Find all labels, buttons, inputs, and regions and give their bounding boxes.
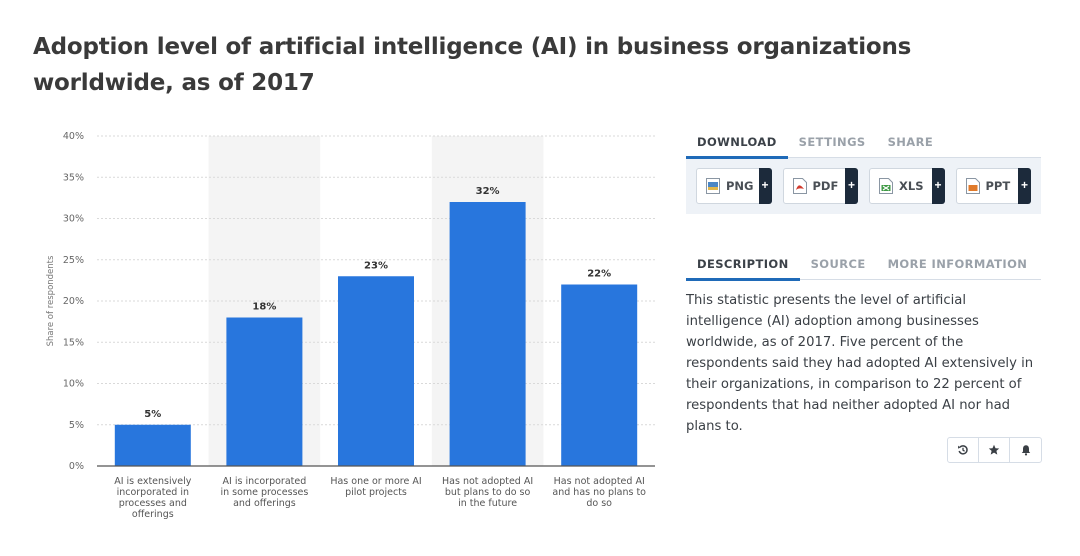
x-tick-label: Has not adopted AI [442, 476, 533, 487]
x-tick-label: do so [586, 498, 612, 509]
history-button[interactable] [948, 438, 979, 462]
tab-download[interactable]: DOWNLOAD [686, 128, 788, 159]
bar [561, 284, 638, 466]
page-title: Adoption level of artificial intelligenc… [33, 34, 912, 96]
y-tick-label: 25% [63, 255, 84, 266]
download-xls-button[interactable]: XLS + [869, 168, 945, 204]
x-tick-label: pilot projects [345, 487, 407, 498]
bell-icon [1021, 445, 1030, 456]
y-tick-label: 10% [63, 379, 84, 390]
bar [449, 202, 526, 466]
action-buttons [947, 437, 1042, 463]
bar-chart: 0% 5% 10% 15% 20% 25% 30% 35% 40% Share of respon… [46, 131, 655, 520]
download-png-label: PNG [726, 179, 754, 193]
description-text: This statistic presents the level of art… [686, 293, 1034, 434]
x-tick-label: in some processes [220, 487, 308, 498]
tab-description[interactable]: DESCRIPTION [686, 250, 800, 281]
plus-icon: + [845, 168, 858, 204]
download-tabs: DOWNLOAD SETTINGS SHARE [686, 128, 1041, 159]
x-tick-label: Has not adopted AI [554, 476, 645, 487]
bar [338, 276, 414, 466]
tab-settings[interactable]: SETTINGS [798, 135, 866, 149]
tab-more-information[interactable]: MORE INFORMATION [887, 257, 1028, 271]
plus-icon: + [931, 168, 945, 204]
ppt-file-icon [965, 178, 980, 194]
download-ppt-label: PPT [985, 179, 1011, 193]
x-tick-label: AI is incorporated [223, 476, 307, 487]
y-tick-label: 5% [69, 420, 84, 431]
info-tabs: DESCRIPTION SOURCE MORE INFORMATION [686, 250, 1041, 281]
data-label: 32% [476, 186, 500, 197]
tab-share[interactable]: SHARE [887, 135, 934, 149]
data-label: 5% [144, 409, 161, 420]
star-icon [988, 444, 1000, 455]
data-label: 18% [252, 302, 276, 313]
y-tick-label: 0% [69, 461, 84, 472]
x-tick-label: and has no plans to [552, 487, 646, 498]
y-tick-label: 15% [63, 337, 84, 348]
data-label: 22% [587, 269, 611, 280]
x-tick-label: but plans to do so [445, 487, 531, 498]
y-tick-label: 20% [63, 296, 84, 307]
bar [114, 424, 191, 466]
download-png-button[interactable]: PNG + [696, 168, 772, 204]
plus-icon: + [758, 168, 772, 204]
y-axis-label: Share of respondents [46, 255, 56, 346]
y-tick-label: 40% [63, 131, 84, 142]
plus-icon: + [1018, 168, 1031, 204]
favorite-button[interactable] [979, 438, 1010, 462]
x-tick-label: incorporated in [117, 487, 189, 498]
history-icon [958, 445, 968, 455]
side-panel: DOWNLOAD SETTINGS SHARE PNG + PDF + XLS … [686, 128, 1041, 437]
download-pdf-button[interactable]: PDF + [782, 168, 858, 204]
notification-button[interactable] [1010, 438, 1041, 462]
x-tick-label: AI is extensively [114, 476, 192, 487]
y-tick-label: 30% [63, 214, 84, 225]
x-tick-label: processes and [119, 498, 187, 509]
pdf-file-icon [792, 178, 807, 194]
x-tick-label: offerings [132, 509, 174, 520]
download-ppt-button[interactable]: PPT + [955, 168, 1031, 204]
x-tick-label: and offerings [233, 498, 296, 509]
bar [226, 317, 303, 466]
download-panel: PNG + PDF + XLS + PPT + [686, 158, 1041, 214]
x-tick-label: Has one or more AI [330, 476, 421, 487]
data-label: 23% [364, 260, 388, 271]
download-xls-label: XLS [899, 179, 924, 193]
tab-source[interactable]: SOURCE [810, 257, 866, 271]
y-tick-label: 35% [63, 172, 84, 183]
download-pdf-label: PDF [812, 179, 839, 193]
png-file-icon [706, 178, 720, 194]
xls-file-icon [879, 178, 893, 194]
x-tick-label: in the future [458, 498, 517, 509]
